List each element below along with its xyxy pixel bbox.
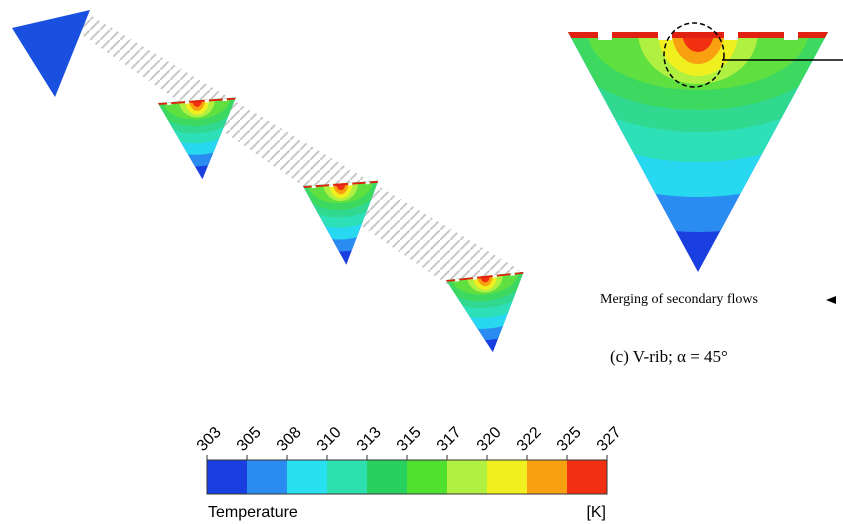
colorbar-unit: [K] bbox=[586, 504, 606, 521]
colorbar-segment bbox=[367, 460, 407, 494]
colorbar-segment bbox=[287, 460, 327, 494]
colorbar-tick-label: 303 bbox=[194, 424, 225, 455]
colorbar: 303 305 308 310 313 315 317 320 322 325 327 bbox=[194, 424, 625, 494]
colorbar-segment bbox=[447, 460, 487, 494]
colorbar-tick-label: 325 bbox=[554, 424, 585, 455]
colorbar-title: Temperature bbox=[208, 504, 298, 521]
colorbar-tick-label: 313 bbox=[354, 424, 385, 455]
colorbar-tick-label: 327 bbox=[594, 424, 625, 455]
colorbar-segment bbox=[487, 460, 527, 494]
caption: (c) V-rib; α = 45° bbox=[610, 347, 728, 366]
figure: Merging of secondary flows (c) V-rib; α … bbox=[0, 0, 843, 524]
colorbar-segment bbox=[207, 460, 247, 494]
colorbar-tick-label: 317 bbox=[434, 424, 465, 455]
arrow bbox=[826, 296, 836, 304]
colorbar-segment bbox=[567, 460, 607, 494]
colorbar-segment bbox=[527, 460, 567, 494]
colorbar-tick-label: 308 bbox=[274, 424, 305, 455]
colorbar-segment bbox=[407, 460, 447, 494]
colorbar-tick-label: 315 bbox=[394, 424, 425, 455]
colorbar-segment bbox=[327, 460, 367, 494]
colorbar-tick-label: 305 bbox=[234, 424, 265, 455]
section-detail bbox=[458, 0, 843, 272]
colorbar-tick-label: 320 bbox=[474, 424, 505, 455]
annotation: Merging of secondary flows bbox=[600, 292, 758, 307]
colorbar-tick-label: 322 bbox=[514, 424, 545, 455]
rib-channel bbox=[60, 15, 520, 300]
colorbar-tick-label: 310 bbox=[314, 424, 345, 455]
colorbar-segment bbox=[247, 460, 287, 494]
inlet-section bbox=[12, 10, 90, 97]
